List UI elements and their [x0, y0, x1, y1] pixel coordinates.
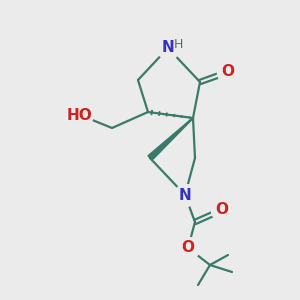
- Text: HO: HO: [67, 107, 93, 122]
- Text: O: O: [215, 202, 229, 217]
- Text: O: O: [182, 241, 194, 256]
- Text: O: O: [221, 64, 235, 80]
- Text: H: H: [173, 38, 183, 50]
- Polygon shape: [148, 118, 193, 160]
- Text: N: N: [178, 188, 191, 202]
- Text: N: N: [162, 40, 174, 56]
